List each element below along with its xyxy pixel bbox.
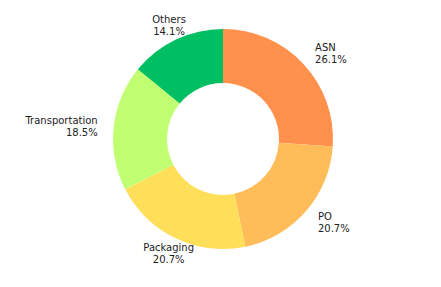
value-label: 20.7% <box>318 223 350 234</box>
slice <box>138 29 223 104</box>
slice-label: Packaging <box>143 242 194 253</box>
slice-label: PO <box>318 211 332 222</box>
chart: ASN26.1%PO20.7%Packaging20.7%Transportat… <box>0 0 441 287</box>
value-label: 18.5% <box>66 127 98 138</box>
slices <box>113 29 333 249</box>
value-label: 14.1% <box>153 26 185 37</box>
value-label: 20.7% <box>153 254 185 265</box>
value-label: 26.1% <box>315 54 347 65</box>
slice-label: Transportation <box>24 115 97 126</box>
slice-label: ASN <box>315 42 336 53</box>
labels: ASN26.1%PO20.7%Packaging20.7%Transportat… <box>24 14 349 265</box>
slice-label: Others <box>152 14 186 25</box>
